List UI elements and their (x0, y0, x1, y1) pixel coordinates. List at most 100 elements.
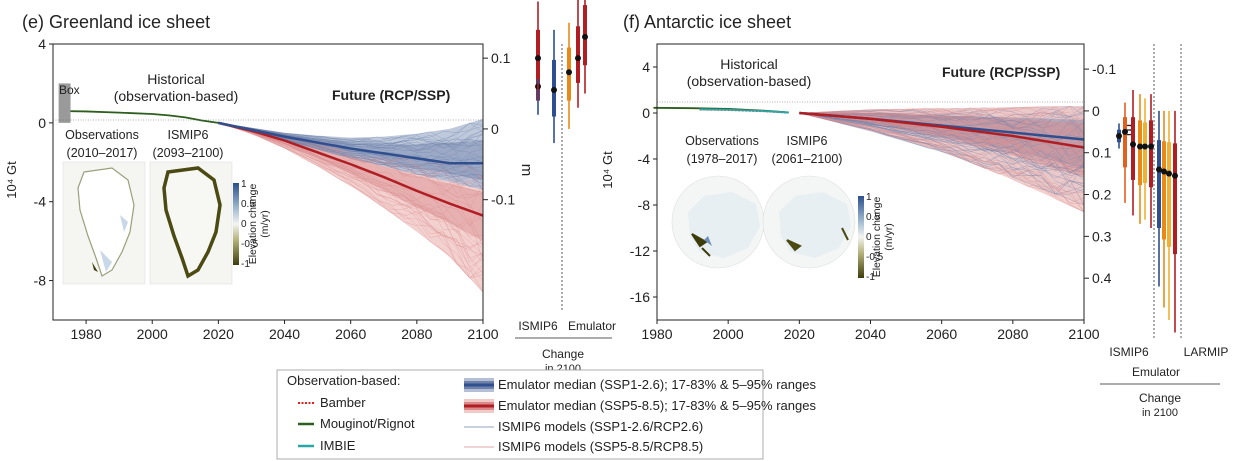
legend-emu126: Emulator median (SSP1-2.6); 17-83% & 5–9… (498, 377, 816, 392)
f-change-larmip: LARMIP (1184, 345, 1229, 359)
e-ytick-label: 4 (38, 36, 46, 52)
e-ensemble-line-ssp126 (218, 122, 484, 147)
f-change-median (1142, 143, 1148, 150)
f-ytick-label: -16 (630, 289, 650, 305)
f-change-median (1137, 143, 1143, 150)
e-ensemble-line-ssp585 (218, 122, 484, 250)
e-cbar-tick: -0.5 (241, 239, 259, 250)
f-future-label: Future (RCP/SSP) (942, 64, 1060, 80)
panel-f-y2ticks: -0.1 0 0.1 0.2 0.3 0.4 (1084, 61, 1116, 286)
e-xtick-label: 2000 (137, 326, 168, 342)
f-ensemble-line-ssp126 (799, 112, 1085, 188)
panel-f-title: (f) Antarctic ice sheet (623, 12, 791, 32)
e-ytick-label: 0 (38, 115, 46, 131)
f-change-median (1156, 166, 1162, 173)
f-ytick-label: 0 (642, 105, 650, 121)
change-emulator: Emulator (568, 319, 616, 333)
e-ytick-label: -8 (34, 273, 47, 289)
f-ensemble-line-ssp585 (799, 112, 1085, 213)
f-cbar-tick: -1 (866, 272, 875, 283)
obs-title: Observations (65, 128, 139, 142)
f-ensemble-line-ssp585 (799, 112, 1085, 213)
historical-sub: (observation-based) (114, 88, 239, 104)
e-change-median (582, 33, 588, 40)
f-ytick-label: -12 (630, 243, 650, 259)
f-change-median (1130, 141, 1136, 148)
f-ytick-label: -4 (638, 151, 651, 167)
f-ismip-title: ISMIP6 (787, 134, 828, 148)
e-change-median (551, 87, 557, 93)
f-change-in: in 2100 (1142, 407, 1178, 419)
f-y2tick-label: 0 (1092, 103, 1100, 119)
f-ensemble-line-ssp585 (799, 112, 1085, 143)
panel-e-title: (e) Greenland ice sheet (22, 12, 210, 32)
f-cbar-tick: 0 (866, 232, 872, 243)
legend-ism585: ISMIP6 models (SSP5-8.5/RCP8.5) (498, 439, 703, 454)
f-change-median (1116, 133, 1122, 139)
f-obs-years: (1978–2017) (687, 152, 758, 166)
f-xtick-label: 2100 (1068, 326, 1099, 342)
panel-e-colorbar: 1 0.5 0 -0.5 -1 Elevation change (m/yr) (233, 179, 271, 270)
e-change-median (575, 55, 581, 62)
e-xtick-label: 2100 (467, 326, 498, 342)
f-y2tick-label: 0.4 (1092, 270, 1112, 286)
e-xtick-label: 2040 (269, 326, 300, 342)
e-ensemble-line-ssp585 (218, 122, 484, 279)
e-band-17-83-ssp585 (218, 122, 483, 242)
f-historical-label: Historical (720, 56, 778, 72)
legend-bamber: Bamber (320, 395, 366, 410)
cbar-unit: (m/yr) (259, 210, 271, 237)
e-ensemble-line-ssp585 (218, 122, 484, 256)
obs-years: (2010–2017) (67, 146, 138, 160)
panel-e-ylabel: 10⁴ Gt (4, 161, 19, 199)
f-ensemble-line-ssp126 (799, 112, 1085, 181)
e-xtick-label: 2080 (401, 326, 432, 342)
f-change-median (1122, 128, 1128, 135)
panel-e-xticks: 1980 2000 2020 2040 2060 2080 2100 (70, 320, 499, 342)
f-change-ismip: ISMIP6 (1109, 345, 1149, 359)
antarctic-ismip-map (762, 175, 856, 269)
e-ensemble-line-ssp585 (218, 122, 484, 279)
cbar-label: Elevation change (247, 184, 259, 265)
e-y2tick-label: 0.1 (491, 50, 511, 66)
greenland-obs-map (62, 161, 146, 285)
f-ensemble-line-ssp585 (799, 112, 1085, 172)
panel-e-frame (52, 43, 484, 321)
f-median-ssp585 (799, 111, 1085, 149)
f-xtick-label: 2040 (855, 326, 886, 342)
panel-e-y2label: m (518, 164, 535, 177)
e-change-median (566, 69, 572, 76)
f-change-emulator: Emulator (1132, 365, 1180, 379)
e-ensemble-line-ssp585 (218, 122, 484, 281)
change-label: Change (542, 347, 584, 361)
legend-imbie: IMBIE (320, 438, 356, 453)
f-xtick-label: 2020 (784, 326, 815, 342)
f-ensemble-line-ssp585 (799, 112, 1085, 136)
e-cbar-tick: 1 (241, 179, 247, 190)
f-historical-sub: (observation-based) (687, 73, 812, 89)
f-change-median (1161, 168, 1167, 175)
historical-label: Historical (147, 71, 205, 87)
e-obs-mouginot-rignot (59, 110, 219, 124)
f-ytick-label: 4 (642, 59, 650, 75)
e-ytick-label: -4 (34, 194, 47, 210)
e-xtick-label: 1980 (70, 326, 101, 342)
legend-mouginot: Mouginot/Rignot (320, 416, 415, 431)
f-change-median (1148, 143, 1154, 150)
panel-e-change: ISMIP6 Emulator Change in 2100 (515, 0, 616, 375)
f-ismip-years: (2061–2100) (772, 152, 843, 166)
panel-e-yticks: 4 0 -4 -8 (34, 36, 53, 289)
future-label: Future (RCP/SSP) (332, 87, 450, 103)
f-cbar-tick: 0.5 (866, 212, 880, 223)
e-cbar-tick: 0.5 (241, 199, 255, 210)
legend-frame (276, 369, 764, 460)
f-cbar-label: Elevation change (871, 197, 883, 278)
e-xtick-label: 2060 (335, 326, 366, 342)
panel-f-change: ISMIP6 LARMIP Emulator Change in 2100 (1100, 44, 1228, 419)
f-change-median (1172, 172, 1178, 179)
f-xtick-label: 2000 (713, 326, 744, 342)
change-ismip: ISMIP6 (518, 319, 558, 333)
e-cbar-tick: -1 (241, 259, 250, 270)
f-xtick-label: 2060 (926, 326, 957, 342)
